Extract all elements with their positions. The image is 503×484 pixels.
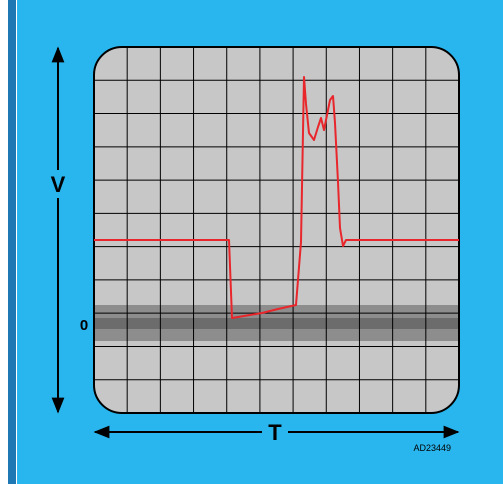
zero-band-inner — [94, 318, 459, 329]
oscilloscope-screen — [94, 47, 459, 413]
signal-trace — [94, 76, 459, 319]
t-label-gap — [262, 420, 288, 444]
screen-grid — [94, 47, 459, 413]
x-axis-label: T — [268, 420, 282, 445]
left-edge-bar — [8, 0, 16, 484]
v-label-gap — [50, 170, 66, 198]
y-axis-label: V — [51, 172, 66, 197]
figure-id: AD23449 — [413, 443, 451, 453]
zero-level-label: 0 — [80, 317, 88, 334]
screen-border — [93, 46, 460, 414]
